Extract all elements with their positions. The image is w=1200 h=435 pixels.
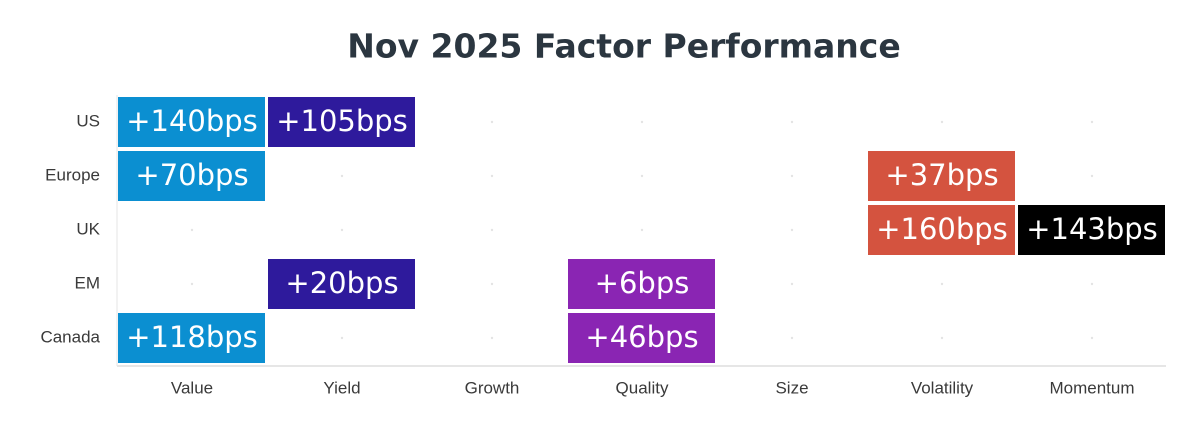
tile bbox=[118, 97, 265, 147]
chart-title: Nov 2025 Factor Performance bbox=[347, 27, 901, 66]
x-tick-label: Value bbox=[171, 378, 213, 397]
grid-dot bbox=[940, 336, 944, 340]
data-label: +118bps bbox=[126, 320, 258, 354]
grid-dot bbox=[940, 282, 944, 286]
grid-dot bbox=[190, 228, 194, 232]
data-label: +37bps bbox=[885, 158, 998, 192]
grid-dot bbox=[790, 228, 794, 232]
grid-dot bbox=[640, 120, 644, 124]
grid-dot bbox=[490, 282, 494, 286]
data-label: +6bps bbox=[595, 266, 690, 300]
x-tick-label: Growth bbox=[465, 378, 520, 397]
grid-dot bbox=[790, 336, 794, 340]
grid-dot bbox=[640, 174, 644, 178]
grid-dot bbox=[1090, 174, 1094, 178]
grid-dot bbox=[340, 228, 344, 232]
x-tick-label: Momentum bbox=[1049, 378, 1134, 397]
grid-dot bbox=[640, 228, 644, 232]
tile bbox=[568, 259, 715, 309]
grid-dot bbox=[790, 282, 794, 286]
grid-dot bbox=[490, 174, 494, 178]
tile bbox=[568, 313, 715, 363]
grid-dot bbox=[790, 120, 794, 124]
data-label: +105bps bbox=[276, 104, 408, 138]
grid-dot bbox=[1090, 282, 1094, 286]
y-tick-label: US bbox=[76, 111, 100, 130]
data-label: +140bps bbox=[126, 104, 258, 138]
grid-dot bbox=[490, 120, 494, 124]
tile bbox=[868, 205, 1015, 255]
x-tick-label: Volatility bbox=[911, 378, 974, 397]
grid-dot bbox=[1090, 336, 1094, 340]
grid-dot bbox=[790, 174, 794, 178]
tile bbox=[268, 97, 415, 147]
data-label: +20bps bbox=[285, 266, 398, 300]
x-tick-label: Quality bbox=[616, 378, 669, 397]
x-tick-label: Size bbox=[775, 378, 808, 397]
data-label: +160bps bbox=[876, 212, 1008, 246]
tile bbox=[1018, 205, 1165, 255]
grid-dot bbox=[190, 282, 194, 286]
grid-dot bbox=[1090, 120, 1094, 124]
y-tick-label: EM bbox=[75, 273, 101, 292]
tile bbox=[118, 313, 265, 363]
data-label: +143bps bbox=[1026, 212, 1158, 246]
y-tick-label: Canada bbox=[40, 327, 100, 346]
grid-dot bbox=[340, 336, 344, 340]
tile bbox=[118, 151, 265, 201]
y-tick-label: UK bbox=[76, 219, 100, 238]
grid-dot bbox=[490, 228, 494, 232]
grid-dot bbox=[340, 174, 344, 178]
data-label: +46bps bbox=[585, 320, 698, 354]
data-label: +70bps bbox=[135, 158, 248, 192]
grid-dot bbox=[940, 120, 944, 124]
tile bbox=[868, 151, 1015, 201]
x-tick-label: Yield bbox=[323, 378, 360, 397]
tile bbox=[268, 259, 415, 309]
grid-dot bbox=[490, 336, 494, 340]
y-tick-label: Europe bbox=[45, 165, 100, 184]
